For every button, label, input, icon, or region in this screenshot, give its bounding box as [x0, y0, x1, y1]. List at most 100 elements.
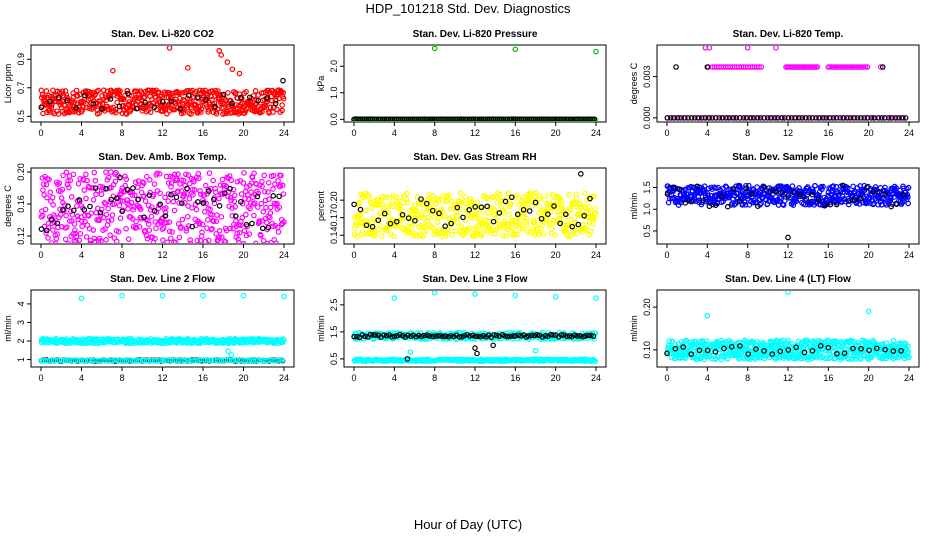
x-tick-label: 12 — [470, 373, 480, 383]
data-point — [472, 231, 479, 237]
data-point — [199, 229, 205, 235]
data-point — [462, 217, 469, 224]
data-point — [183, 228, 190, 234]
data-point-black — [589, 116, 595, 121]
data-point — [857, 64, 864, 70]
data-point — [272, 181, 278, 187]
data-point — [527, 195, 534, 201]
data-point — [780, 337, 786, 344]
data-point-black — [478, 333, 484, 340]
data-point-black — [64, 97, 71, 104]
data-point-black — [667, 115, 674, 121]
panel-4: Stan. Dev. Amb. Box Temp.0 4 8 12 16 20 240.12… — [3, 152, 295, 260]
data-point-black — [823, 115, 830, 121]
data-point — [125, 236, 132, 242]
data-point-outlier — [877, 64, 884, 70]
data-point-black — [456, 116, 463, 121]
data-point-outlier — [593, 295, 599, 301]
data-point-black — [688, 198, 695, 205]
data-point — [73, 87, 80, 94]
data-point — [84, 177, 90, 184]
x-tick-label: 12 — [783, 250, 793, 260]
points-layer — [664, 46, 909, 121]
data-point — [505, 190, 512, 197]
data-point — [796, 185, 802, 191]
data-point — [229, 205, 235, 211]
data-point-black — [768, 115, 774, 121]
data-point-black — [502, 333, 508, 339]
x-tick-label: 12 — [157, 128, 167, 138]
data-point-black — [706, 203, 713, 210]
data-point — [247, 205, 253, 212]
data-point — [703, 338, 710, 345]
data-point — [76, 109, 82, 116]
data-point — [43, 88, 50, 94]
data-point — [232, 192, 238, 199]
data-point-black — [510, 333, 516, 339]
data-point-black — [456, 334, 463, 340]
data-point — [147, 109, 154, 115]
data-point — [413, 207, 419, 213]
data-point-black — [558, 332, 565, 338]
data-point-black — [889, 115, 895, 121]
data-point — [123, 176, 130, 183]
data-point — [76, 103, 83, 110]
data-point-black — [194, 94, 201, 101]
data-point-black — [833, 201, 840, 208]
data-point — [53, 241, 59, 243]
data-point — [829, 64, 835, 70]
data-point-black — [454, 204, 461, 211]
data-point — [275, 177, 281, 184]
data-point-black — [383, 332, 390, 339]
data-point — [381, 205, 387, 211]
data-point — [149, 204, 155, 210]
data-point — [512, 232, 518, 238]
data-point-black — [802, 115, 809, 121]
data-point — [156, 202, 162, 209]
data-point-black — [504, 333, 511, 340]
data-point — [115, 229, 122, 235]
data-point — [170, 198, 177, 205]
data-point-black — [472, 204, 478, 210]
data-point — [209, 225, 215, 232]
data-point-black — [724, 203, 731, 210]
data-point — [212, 185, 219, 192]
data-point — [151, 181, 158, 187]
data-point — [403, 196, 410, 203]
data-point-black — [472, 333, 479, 340]
x-tick-label: 24 — [591, 373, 601, 383]
data-point — [514, 231, 521, 238]
data-point — [742, 202, 749, 208]
data-point — [270, 186, 276, 192]
data-point — [112, 178, 119, 185]
data-point — [281, 219, 287, 225]
data-point — [500, 232, 506, 239]
data-point — [274, 106, 280, 113]
y-tick-label: 1 — [16, 357, 26, 362]
points-layer — [664, 182, 912, 241]
x-tick-label: 24 — [279, 250, 289, 260]
data-point — [171, 239, 177, 243]
data-point — [506, 211, 513, 218]
y-tick-label: 0.20 — [642, 298, 652, 316]
data-point — [474, 199, 481, 205]
y-tick-label: 4 — [16, 301, 26, 306]
data-point — [205, 237, 212, 243]
data-point — [354, 233, 360, 240]
data-point-black — [882, 115, 888, 121]
data-point — [79, 223, 85, 230]
data-point — [577, 201, 583, 208]
data-point — [583, 205, 589, 211]
x-tick-label: 16 — [823, 373, 833, 383]
data-point — [694, 356, 701, 363]
data-point — [837, 189, 844, 195]
x-tick-label: 4 — [392, 128, 397, 138]
data-point-black — [467, 333, 473, 339]
data-point-black — [795, 115, 802, 121]
data-point — [70, 171, 77, 178]
data-point — [454, 214, 461, 220]
data-point-black — [195, 199, 201, 205]
data-point — [202, 182, 209, 189]
data-point-black — [551, 203, 557, 209]
data-point — [95, 238, 102, 243]
